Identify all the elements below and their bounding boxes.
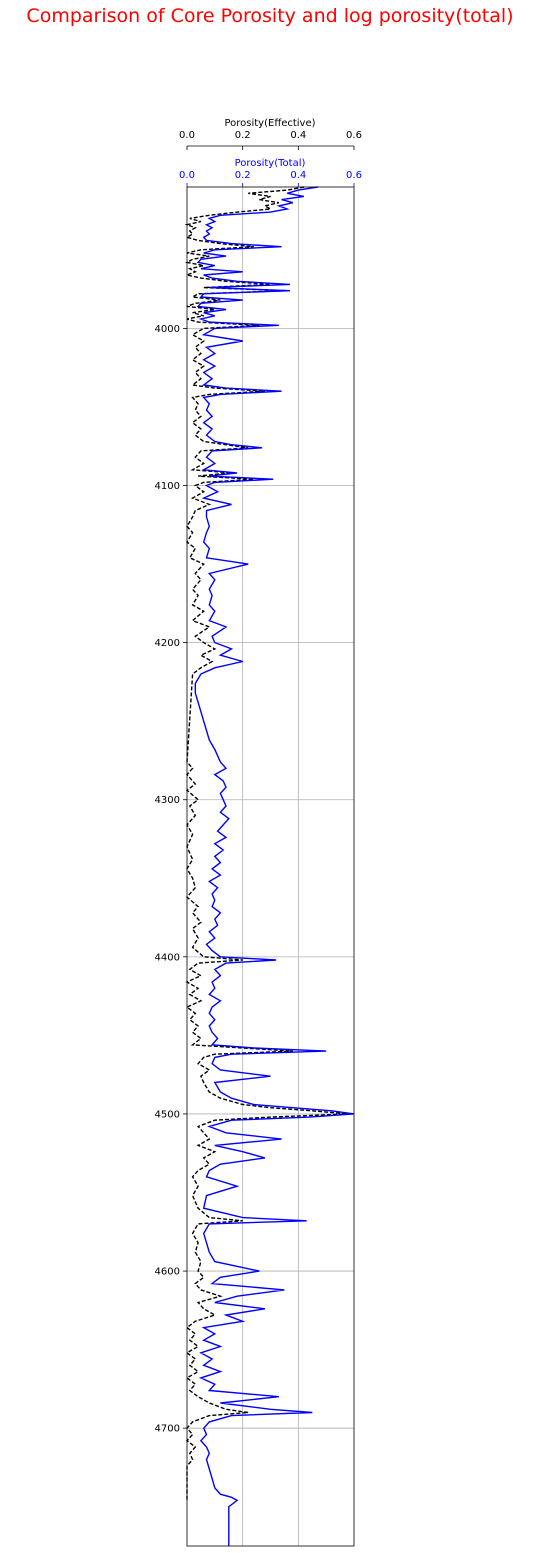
depth-tick-label: 4300 — [155, 795, 180, 806]
total-porosity-axis: Porosity(Total) 0.0 0.2 0.4 0.6 — [179, 158, 362, 187]
total-tick-label: 0.4 — [290, 170, 306, 181]
effective-tick-label: 0.0 — [179, 130, 195, 141]
depth-tick-label: 4700 — [155, 1424, 180, 1435]
effective-tick-label: 0.4 — [290, 130, 306, 141]
total-tick-label: 0.6 — [346, 170, 362, 181]
depth-tick-label: 4400 — [155, 952, 180, 963]
depth-tick-label: 4100 — [155, 481, 180, 492]
depth-tick-label: 4500 — [155, 1109, 180, 1120]
total-tick-label: 0.2 — [235, 170, 251, 181]
plot-frame — [186, 186, 355, 1547]
depth-tick-label: 4200 — [155, 638, 180, 649]
effective-tick-label: 0.6 — [346, 130, 362, 141]
plot-area: 4000 4100 4200 4300 4400 4500 4600 4700 — [155, 186, 355, 1547]
chart-title: Comparison of Core Porosity and log poro… — [26, 5, 513, 27]
total-porosity-ticks: 0.0 0.2 0.4 0.6 — [179, 170, 362, 187]
effective-porosity-axis-label: Porosity(Effective) — [224, 118, 315, 129]
depth-tick-label: 4600 — [155, 1267, 180, 1278]
effective-porosity-axis: Porosity(Effective) 0.0 0.2 0.4 0.6 — [179, 118, 362, 150]
effective-porosity-ticks: 0.0 0.2 0.4 0.6 — [179, 130, 362, 150]
total-porosity-axis-label: Porosity(Total) — [235, 158, 306, 169]
total-porosity-series-line — [194, 186, 355, 1546]
depth-axis-ticks: 4000 4100 4200 4300 4400 4500 4600 4700 — [155, 324, 187, 1435]
effective-tick-label: 0.2 — [235, 130, 251, 141]
depth-tick-label: 4000 — [155, 324, 180, 335]
total-tick-label: 0.0 — [179, 170, 195, 181]
